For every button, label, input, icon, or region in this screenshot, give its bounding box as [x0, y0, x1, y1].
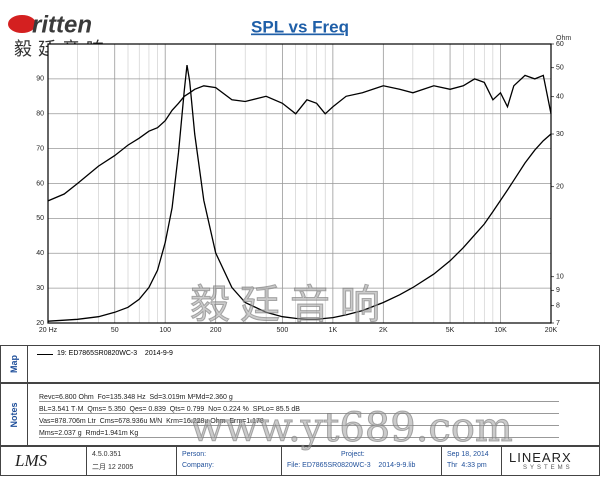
date: Sep 18, 2014 [447, 451, 489, 458]
file: File: ED7865SR0820WC-3 2014-9-9.lib [287, 462, 416, 469]
notes-side: Notes [1, 384, 28, 445]
version: 4.5.0.351 [92, 451, 122, 458]
notes-label: Notes [9, 401, 19, 428]
notes-panel: Notes Revc=6.800 Ohm Fo=135.348 Hz Sd=3.… [0, 383, 600, 446]
x-tick-label: 100 [159, 327, 171, 334]
y-tick-label: 60 [36, 180, 44, 187]
footer: LMS 4.5.0.351 二月 12 2005 Person: Company… [0, 446, 600, 476]
x-tick-label: 5K [446, 327, 455, 334]
map-side: Map [1, 346, 28, 382]
series-line [47, 64, 552, 322]
vendor-sub: SYSTEMS [523, 465, 573, 471]
y-tick-label: 70 [36, 145, 44, 152]
x-tick-label: 50 [111, 327, 119, 334]
plot-frame [47, 43, 552, 324]
note-line: Vas=878.706m Ltr Cms=678.936u M/N Krm=16… [39, 418, 559, 426]
company: Company: [182, 462, 214, 469]
date-cell: Sep 18, 2014 Thr 4:33 pm [441, 447, 502, 475]
person-cell: Person: Company: [176, 447, 282, 475]
y2-tick-label: 7 [556, 320, 560, 327]
x-tick-label: 200 [210, 327, 222, 334]
x-tick-label: 1K [329, 327, 338, 334]
lms-logo: LMS [15, 451, 48, 470]
vendor-logo: LINEARX [509, 450, 572, 465]
lms-cell: LMS [1, 447, 87, 475]
x-tick-label: 2K [379, 327, 388, 334]
person: Person: [182, 451, 207, 458]
version-cell: 4.5.0.351 二月 12 2005 [86, 447, 177, 475]
series-line [47, 74, 552, 202]
map-panel: Map 19: ED7865SR0820WC-3 2014-9-9 [0, 345, 600, 383]
y-tick-label: 20 [36, 320, 44, 327]
y-tick-label: 90 [36, 76, 44, 83]
x-tick-label: 10K [494, 327, 507, 334]
build: 二月 12 2005 [92, 464, 134, 471]
x-tick-label: 500 [277, 327, 289, 334]
time: Thr 4:33 pm [447, 462, 487, 469]
chart: ritten 毅廷音响 SPL vs Freq Ohm 20 Hz5010020… [8, 11, 571, 334]
x-tick-label: 20K [545, 327, 558, 334]
y-tick-label: 80 [36, 111, 44, 118]
chart-title: SPL vs Freq [251, 17, 349, 36]
y2-axis-label: Ohm [556, 35, 571, 42]
y2-tick-label: 20 [556, 184, 564, 191]
y-tick-label: 30 [36, 285, 44, 292]
project: Project: [341, 451, 365, 458]
note-line: Mms=2.037 g Rmd=1.941m Kg [39, 430, 559, 438]
note-line: Revc=6.800 Ohm Fo=135.348 Hz Sd=3.019m M… [39, 394, 559, 402]
y-tick-label: 50 [36, 215, 44, 222]
note-line: BL=3.541 T·M Qms= 5.350 Qes= 0.839 Qts= … [39, 406, 559, 414]
y-tick-label: 40 [36, 250, 44, 257]
logo-mark [8, 15, 36, 33]
y2-tick-label: 10 [556, 274, 564, 281]
y2-tick-label: 30 [556, 131, 564, 138]
y2-tick-label: 8 [556, 303, 560, 310]
legend-swatch [37, 354, 53, 355]
map-label: Map [9, 355, 19, 373]
vendor-cell: LINEARX SYSTEMS [501, 447, 600, 475]
y2-tick-label: 9 [556, 287, 560, 294]
project-cell: Project: File: ED7865SR0820WC-3 2014-9-9… [281, 447, 442, 475]
y2-tick-label: 60 [556, 41, 564, 48]
x-tick-label: 20 Hz [39, 327, 58, 334]
logo-brand: ritten [32, 11, 92, 38]
y2-tick-label: 40 [556, 93, 564, 100]
legend-entry: 19: ED7865SR0820WC-3 2014-9-9 [57, 350, 173, 357]
y2-tick-label: 50 [556, 65, 564, 72]
